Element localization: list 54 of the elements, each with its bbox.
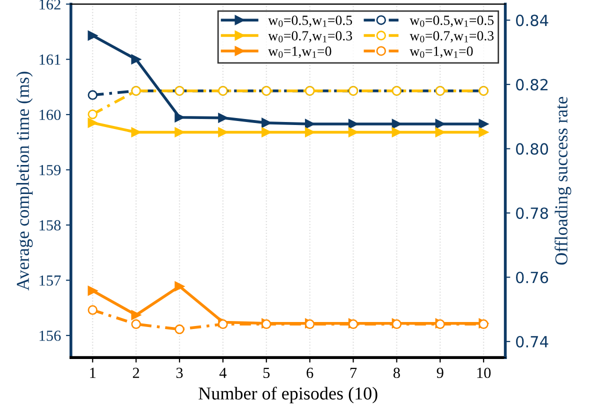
- y-tick-label: 157: [40, 275, 61, 286]
- y2-axis-title: Offloading success rate: [554, 96, 572, 265]
- point: [131, 127, 141, 138]
- y2-tick-label: 0.76: [516, 272, 548, 284]
- legend-label: w$_{0}$=0.7,w$_{1}$=0.3: [410, 31, 494, 42]
- legend-label: w$_{0}$=1,w$_{1}$=0: [410, 46, 473, 58]
- point: [348, 119, 358, 129]
- x-tick-label: 5: [263, 368, 270, 378]
- legend-label: w$_{0}$=0.7,w$_{1}$=0.3: [268, 31, 352, 42]
- y-tick-label: 161: [40, 54, 60, 65]
- y-tick-label: 160: [40, 110, 61, 120]
- point: [174, 281, 184, 292]
- point: [174, 127, 184, 138]
- point: [478, 119, 488, 129]
- point: [88, 305, 98, 315]
- x-tick-label: 3: [176, 368, 183, 378]
- point: [174, 324, 184, 334]
- point: [131, 54, 141, 64]
- point: [478, 127, 488, 138]
- y2-tick-label: 0.74: [516, 336, 548, 348]
- legend-label: w$_{0}$=0.5,w$_{1}$=0.5: [268, 16, 352, 28]
- x-tick-label: 9: [436, 368, 444, 378]
- point: [131, 310, 141, 320]
- y-tick-label: 156: [40, 330, 61, 341]
- x-tick-label: 2: [132, 368, 140, 378]
- x-tick-label: 10: [477, 368, 491, 378]
- point: [304, 119, 315, 129]
- y-tick-label: 158: [40, 220, 61, 230]
- y-tick-label: 159: [40, 164, 61, 176]
- point: [218, 113, 228, 123]
- legend-label: w$_{0}$=1,w$_{1}$=0: [268, 46, 332, 58]
- y2-tick-label: 0.78: [516, 207, 548, 219]
- x-tick-label: 6: [306, 368, 314, 378]
- x-tick-label: 7: [350, 368, 357, 378]
- y2-tick-label: 0.84: [516, 14, 548, 26]
- x-tick-label: 1: [90, 368, 96, 378]
- point: [88, 90, 98, 100]
- point: [88, 109, 98, 120]
- point: [435, 119, 446, 129]
- point: [392, 119, 402, 129]
- point: [262, 118, 272, 128]
- point: [218, 127, 228, 138]
- y2-tick-label: 0.82: [516, 78, 548, 90]
- point: [131, 319, 141, 330]
- y2-tick-label: 0.80: [516, 143, 548, 155]
- y-axis-title: Average completion time (ms): [16, 72, 33, 291]
- point: [88, 30, 98, 40]
- x-tick-label: 8: [393, 368, 400, 378]
- legend-label: w$_{0}$=0.5,w$_{1}$=0.5: [410, 16, 494, 28]
- x-axis-title: Number of episodes (10): [198, 386, 378, 404]
- point: [88, 118, 98, 128]
- x-tick-label: 4: [219, 368, 227, 378]
- point: [88, 286, 98, 296]
- point: [174, 112, 184, 122]
